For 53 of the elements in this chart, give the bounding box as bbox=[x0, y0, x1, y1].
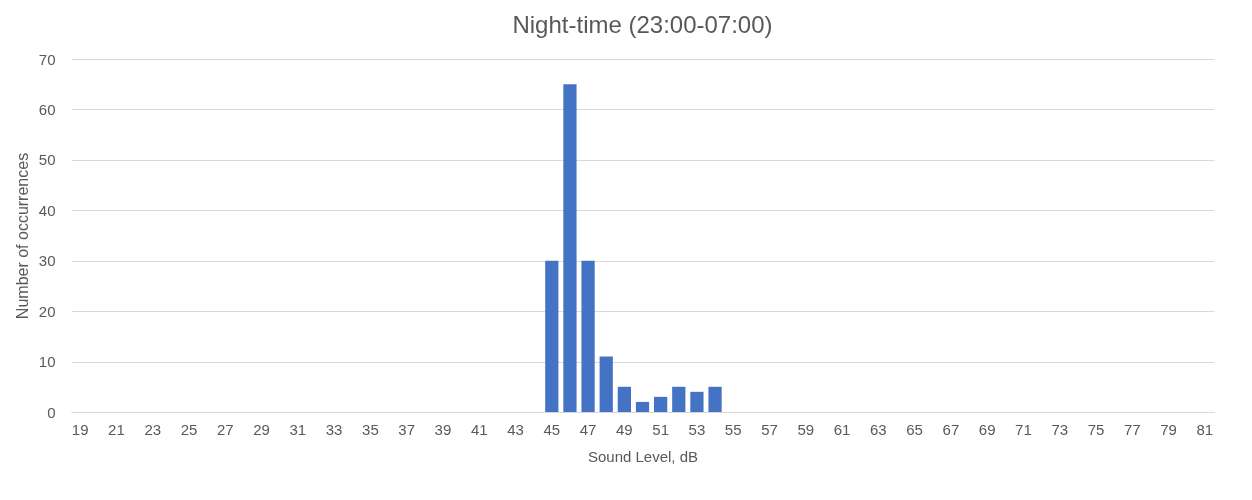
bar bbox=[635, 401, 650, 412]
x-tick-label: 65 bbox=[906, 420, 923, 438]
y-tick-label: 70 bbox=[38, 50, 56, 68]
bar bbox=[617, 386, 631, 412]
x-tick-label: 47 bbox=[579, 420, 597, 438]
x-tick-label: 71 bbox=[1015, 420, 1032, 438]
x-tick-label: 29 bbox=[253, 420, 270, 438]
x-tick-label: 79 bbox=[1160, 420, 1177, 438]
chart-title: Night-time (23:00-07:00) bbox=[512, 11, 773, 38]
bar bbox=[672, 386, 686, 412]
bar bbox=[690, 391, 704, 412]
y-tick-label: 60 bbox=[38, 100, 56, 118]
x-tick-label: 23 bbox=[144, 420, 162, 438]
x-tick-label: 69 bbox=[978, 420, 996, 438]
x-tick-label: 37 bbox=[398, 420, 416, 438]
x-tick-label: 81 bbox=[1196, 420, 1214, 438]
x-tick-label: 55 bbox=[724, 420, 742, 438]
x-tick-label: 33 bbox=[325, 420, 343, 438]
bar bbox=[708, 386, 722, 412]
x-tick-label: 41 bbox=[470, 420, 488, 438]
y-axis-title: Number of occurrences bbox=[13, 152, 31, 320]
x-axis-title: Sound Level, dB bbox=[587, 447, 699, 465]
y-tick-label: 0 bbox=[47, 403, 56, 421]
x-tick-label: 73 bbox=[1051, 420, 1069, 438]
x-tick-label: 35 bbox=[362, 420, 379, 438]
y-tick-label: 20 bbox=[38, 302, 56, 320]
x-tick-label: 43 bbox=[507, 420, 524, 438]
bar bbox=[599, 356, 613, 412]
y-tick-label: 50 bbox=[38, 151, 56, 169]
x-tick-label: 53 bbox=[688, 420, 706, 438]
x-tick-label: 63 bbox=[869, 420, 887, 438]
x-tick-label: 51 bbox=[652, 420, 669, 438]
x-tick-label: 45 bbox=[543, 420, 561, 438]
x-tick-label: 27 bbox=[216, 420, 234, 438]
x-tick-label: 25 bbox=[180, 420, 198, 438]
x-tick-label: 49 bbox=[616, 420, 633, 438]
bar bbox=[654, 396, 668, 412]
x-tick-label: 57 bbox=[761, 420, 778, 438]
x-tick-label: 21 bbox=[108, 420, 125, 438]
x-tick-label: 59 bbox=[797, 420, 815, 438]
y-tick-label: 40 bbox=[38, 201, 56, 219]
y-tick-label: 10 bbox=[38, 353, 56, 371]
bar bbox=[563, 84, 577, 412]
y-tick-label: 30 bbox=[38, 252, 56, 270]
x-tick-label: 67 bbox=[942, 420, 960, 438]
x-tick-label: 39 bbox=[434, 420, 452, 438]
bar bbox=[581, 260, 595, 412]
x-tick-label: 75 bbox=[1087, 420, 1105, 438]
bar bbox=[545, 260, 559, 412]
x-tick-label: 19 bbox=[71, 420, 89, 438]
x-tick-label: 61 bbox=[833, 420, 851, 438]
x-tick-label: 77 bbox=[1123, 420, 1141, 438]
x-tick-label: 31 bbox=[289, 420, 307, 438]
